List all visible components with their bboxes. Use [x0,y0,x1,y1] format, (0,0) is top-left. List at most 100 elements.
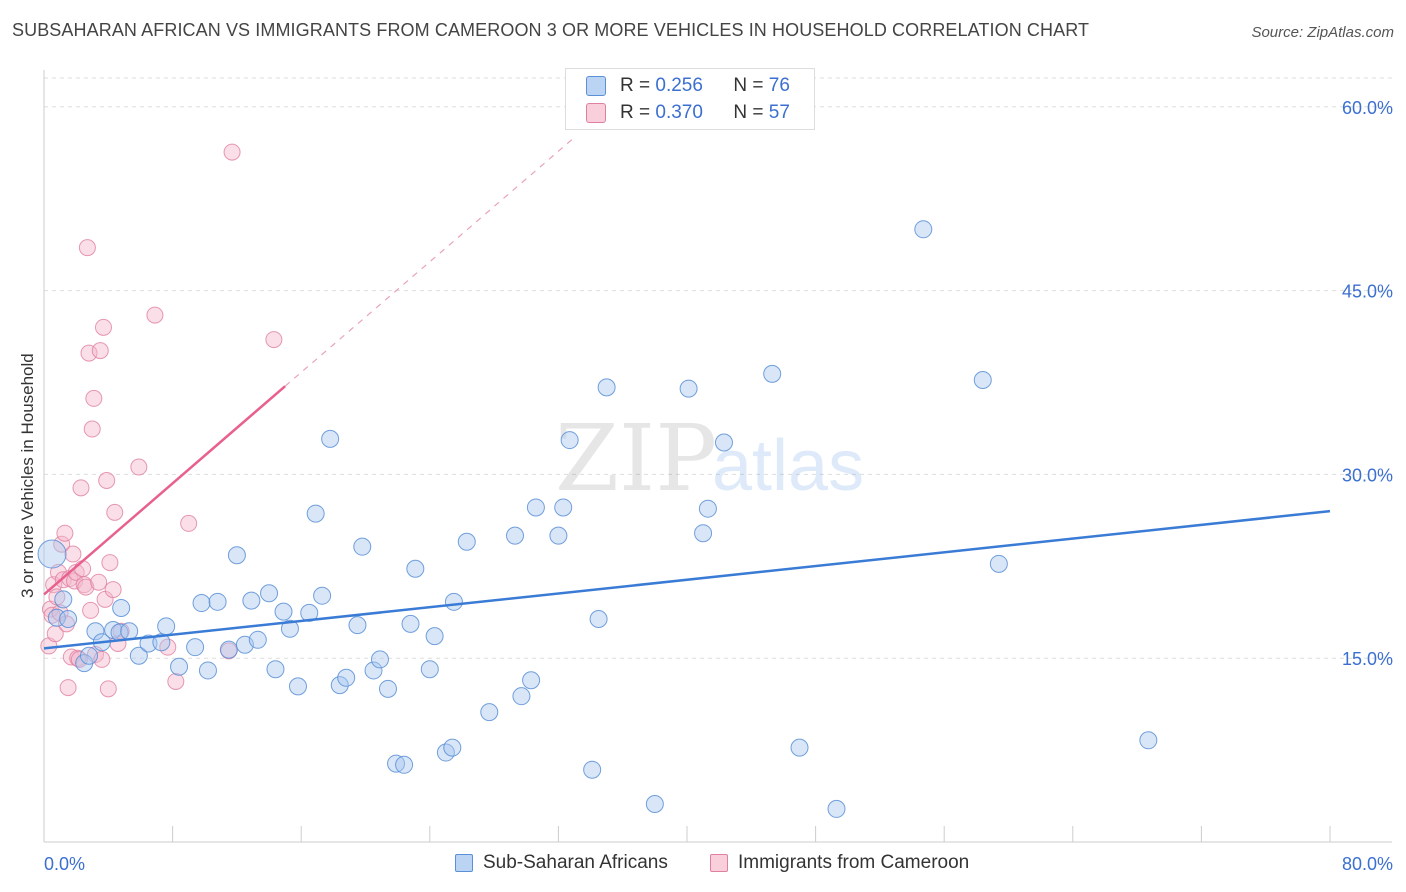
data-point-subsaharan [248,630,267,649]
y-tick-label: 15.0% [1342,649,1393,669]
data-point-subsaharan [914,220,933,239]
data-point-subsaharan [208,592,227,611]
data-point-subsaharan [370,650,389,669]
y-tick-label: 60.0% [1342,98,1393,118]
data-point-subsaharan [597,378,616,397]
series-sub-saharan-africans [37,220,1158,818]
legend-r-value: 0.256 [655,75,703,96]
data-point-subsaharan [827,799,846,818]
watermark-atlas: atlas [712,426,864,506]
data-point-subsaharan [549,526,568,545]
data-point-cameroon [98,472,116,490]
legend-label: Immigrants from Cameroon [738,852,970,873]
data-point-subsaharan [198,661,217,680]
data-point-cameroon [72,479,90,497]
data-point-cameroon [83,420,101,438]
trend-lines [43,136,1331,650]
data-point-subsaharan [348,616,367,635]
data-point-subsaharan [1139,731,1158,750]
data-point-subsaharan [698,499,717,518]
data-point-subsaharan [522,671,541,690]
data-point-cameroon [90,573,108,591]
data-point-cameroon [180,514,198,532]
data-point-subsaharan [337,668,356,687]
data-point-subsaharan [170,657,189,676]
data-point-subsaharan [139,634,158,653]
data-point-subsaharan [157,617,176,636]
y-tick-label: 30.0% [1342,465,1393,485]
data-point-subsaharan [280,619,299,638]
data-point-cameroon [265,331,283,349]
data-point-subsaharan [112,598,131,617]
axes [43,70,1392,843]
data-point-subsaharan [401,614,420,633]
data-point-cameroon [59,679,77,697]
y-tick-label: 45.0% [1342,282,1393,302]
tick-labels: 15.0% 30.0% 45.0% 60.0% 0.0% 80.0% [44,98,1393,874]
x-tick-label: 80.0% [1342,854,1393,874]
data-point-subsaharan [583,760,602,779]
data-point-subsaharan [330,676,349,695]
data-point-subsaharan [443,738,462,757]
legend-row-blue: R = 0.256 N = 76 [586,75,790,97]
data-point-subsaharan [457,532,476,551]
data-point-subsaharan [242,591,261,610]
legend-row-pink: R = 0.370 N = 57 [586,102,790,124]
data-point-subsaharan [679,379,698,398]
correlation-legend: R = 0.256 N = 76 R = 0.370 N = 57 [565,68,815,130]
data-point-subsaharan [420,660,439,679]
data-point-cameroon [77,578,95,596]
data-point-subsaharan [59,609,78,628]
legend-item-sub-saharan-africans: Sub-Saharan Africans [455,852,668,874]
data-point-subsaharan [512,687,531,706]
data-point-subsaharan [219,640,238,659]
data-point-cameroon [74,560,92,578]
data-point-cameroon [94,318,112,336]
watermark: ZIP atlas [555,405,864,512]
legend-swatch-blue [586,76,606,96]
legend-n-label: N = [733,75,764,96]
data-point-subsaharan [227,546,246,565]
legend-swatch-pink [586,103,606,123]
data-point-subsaharan [763,364,782,383]
data-point-subsaharan [260,584,279,603]
legend-swatch-blue [455,854,473,872]
data-point-subsaharan [86,622,105,641]
data-point-subsaharan [300,603,319,622]
data-point-subsaharan [505,526,524,545]
data-point-subsaharan [266,660,285,679]
data-point-subsaharan [37,539,67,569]
trend-line-subsaharan [43,509,1331,650]
data-point-subsaharan [80,646,99,665]
data-point-subsaharan [554,498,573,517]
data-point-cameroon [167,672,185,690]
trend-line-cameroon-extension [284,136,575,387]
data-point-cameroon [130,458,148,476]
data-point-subsaharan [54,590,73,609]
data-point-subsaharan [589,609,608,628]
data-point-subsaharan [526,498,545,517]
data-point-cameroon [91,342,109,360]
data-point-cameroon [223,143,241,161]
data-point-subsaharan [321,429,340,448]
chart-title: SUBSAHARAN AFRICAN VS IMMIGRANTS FROM CA… [12,20,1090,40]
data-point-subsaharan [186,638,205,657]
data-point-cameroon [82,601,100,619]
data-point-subsaharan [306,504,325,523]
data-point-subsaharan [364,661,383,680]
series-legend: Sub-Saharan Africans Immigrants from Cam… [0,852,1406,878]
legend-n-value: 76 [768,75,790,96]
legend-swatch-pink [710,854,728,872]
data-point-subsaharan [120,622,139,641]
data-point-subsaharan [313,586,332,605]
data-point-subsaharan [480,703,499,722]
data-point-subsaharan [406,559,425,578]
x-tick-label: 0.0% [44,854,85,874]
trend-line-cameroon [43,385,286,596]
data-point-subsaharan [288,677,307,696]
watermark-zip: ZIP [555,405,717,512]
data-point-subsaharan [560,431,579,450]
data-point-subsaharan [379,679,398,698]
gridlines [44,77,1392,659]
